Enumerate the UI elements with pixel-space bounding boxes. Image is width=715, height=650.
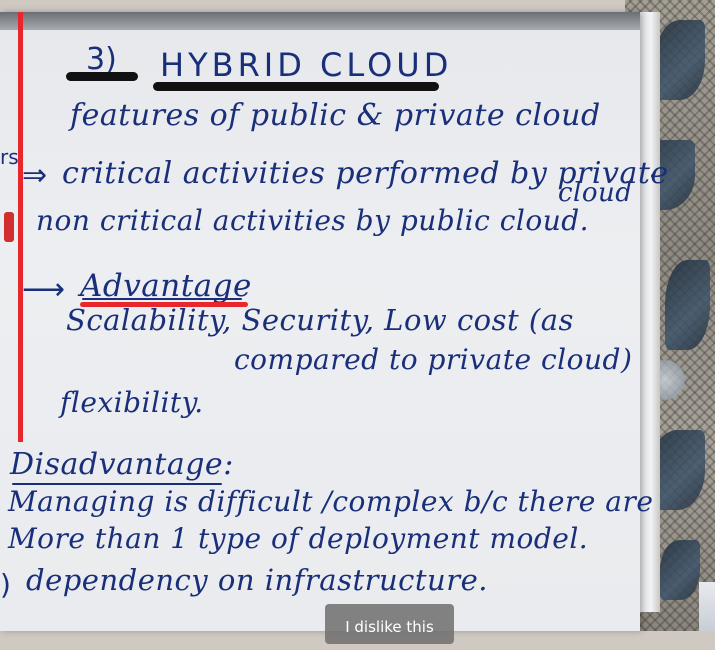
stray-ink-dot [651,174,655,178]
fabric-leaf-pattern [665,260,710,350]
flexibility-line: flexibility. [60,386,204,419]
red-margin-line [18,12,23,442]
advantage-items-continued: compared to private cloud) [234,343,633,376]
critical-cloud-word: cloud [558,178,633,208]
paper-edge [638,12,660,612]
section-number-underline [66,72,138,81]
features-line: features of public & private cloud [70,98,601,133]
section-title: HYBRID CLOUD [160,46,453,84]
advantage-black-underline [82,298,242,300]
disadvantage-heading: Disadvantage: [10,447,234,482]
disadvantage-line-3: dependency on infrastructure. [26,563,488,597]
partial-arrow: ) [0,568,11,601]
red-margin-mark [4,212,14,242]
advantage-arrow: ⟶ [22,272,66,307]
disadvantage-line-2: More than 1 type of deployment model. [8,522,589,555]
disadvantage-underline [12,483,222,485]
fabric-leaf-pattern [655,20,705,100]
advantage-items-line: Scalability, Security, Low cost (as [66,303,574,337]
notebook-page [0,12,640,631]
margin-fragment: rs [0,145,19,169]
disadvantage-line-1: Managing is difficult /complex b/c there… [8,485,654,518]
noncritical-line: non critical activities by public cloud. [36,204,590,237]
advantage-red-underline [80,302,248,307]
critical-line: critical activities performed by private [62,156,669,191]
section-number: 3) [86,42,117,77]
corner-object [699,582,715,631]
implies-arrow: ⇒ [22,158,48,193]
section-title-underline [153,82,439,91]
dislike-tooltip: I dislike this [325,604,454,644]
fabric-leaf-pattern [660,540,700,600]
page-top-shadow [0,12,640,30]
